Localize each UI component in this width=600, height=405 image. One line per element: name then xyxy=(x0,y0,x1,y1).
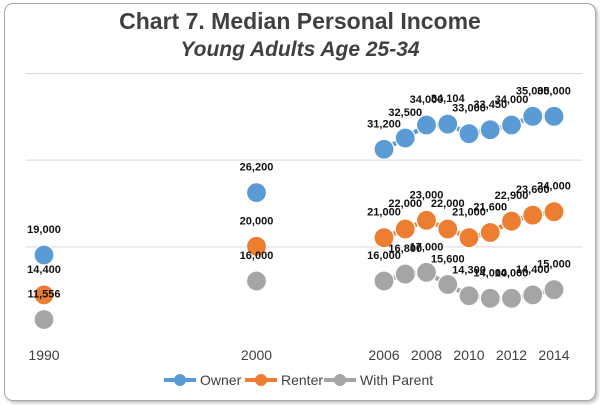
owner-data-label: 34,000 xyxy=(495,94,529,106)
owner-data-label: 33,450 xyxy=(473,99,507,111)
x-tick-label: 2010 xyxy=(453,347,484,363)
renter-point xyxy=(415,209,438,231)
x-tick-label: 2008 xyxy=(411,347,442,363)
owner-legend-marker xyxy=(174,374,186,386)
with-parent-data-label: 14,000 xyxy=(473,267,507,279)
renter-point xyxy=(373,227,395,249)
owner-point xyxy=(479,119,501,141)
owner-data-label: 33,000 xyxy=(452,103,486,115)
renter-data-label: 20,000 xyxy=(240,215,274,227)
with-parent-point xyxy=(437,273,459,296)
owner-data-label: 35,000 xyxy=(537,85,571,97)
renter-legend-label: Renter xyxy=(281,372,323,388)
chart-subtitle: Young Adults Age 25-34 xyxy=(180,38,420,61)
with-parent-data-label: 11,556 xyxy=(27,289,60,301)
renter-data-label: 21,600 xyxy=(473,201,507,213)
x-tick-label: 1990 xyxy=(28,347,59,363)
renter-data-label: 22,000 xyxy=(388,198,422,210)
x-tick-label: 2012 xyxy=(496,347,527,363)
owner-point xyxy=(458,123,480,145)
renter-data-label: 22,900 xyxy=(495,190,529,202)
with-parent-point xyxy=(543,279,565,301)
renter-data-label: 24,000 xyxy=(537,181,571,193)
with-parent-point xyxy=(458,285,480,307)
series-markers xyxy=(33,105,565,331)
renter-point xyxy=(33,284,55,306)
renter-data-label: 22,000 xyxy=(431,198,465,210)
with-parent-point xyxy=(415,261,438,283)
chart-frame xyxy=(4,3,596,401)
owner-data-label: 34,000 xyxy=(410,94,444,106)
owner-data-label: 34,104 xyxy=(431,93,466,105)
with-parent-data-label: 15,600 xyxy=(431,253,465,265)
with-parent-legend-marker xyxy=(334,374,346,386)
with-parent-data-label: 16,000 xyxy=(367,250,401,262)
owner-point xyxy=(245,182,268,204)
renter-data-label: 21,000 xyxy=(367,207,401,219)
renter-legend-marker xyxy=(255,374,267,386)
with-parent-data-label: 16,000 xyxy=(240,250,274,262)
owner-point xyxy=(522,105,544,127)
with-parent-point xyxy=(479,287,501,309)
renter-point xyxy=(543,201,565,223)
with-parent-data-label: 16,800 xyxy=(388,243,422,255)
owner-data-label: 35,000 xyxy=(516,85,550,97)
owner-point xyxy=(437,113,459,135)
owner-point xyxy=(543,105,565,127)
x-axis-ticks: 1990 2000 2006 2008 2010 2012 2014 xyxy=(28,347,569,363)
x-tick-label: 2000 xyxy=(241,347,272,363)
owner-point xyxy=(33,244,55,266)
with-parent-legend-label: With Parent xyxy=(360,372,433,388)
with-parent-data-label: 15,000 xyxy=(537,259,571,271)
owner-data-label: 19,000 xyxy=(27,224,61,236)
with-parent-point xyxy=(33,308,55,331)
renter-point xyxy=(500,210,523,232)
renter-point xyxy=(437,218,459,240)
with-parent-data-label: 17,000 xyxy=(410,241,444,253)
owner-point xyxy=(394,127,416,149)
renter-point xyxy=(479,221,501,244)
with-parent-point xyxy=(245,270,268,292)
renter-data-label: 21,000 xyxy=(452,207,486,219)
data-labels: 19,00026,20031,20032,50034,00034,10433,0… xyxy=(27,85,571,300)
owner-point xyxy=(415,114,438,136)
with-parent-point xyxy=(394,263,416,285)
gridlines xyxy=(26,73,582,248)
x-tick-label: 2006 xyxy=(368,347,399,363)
renter-point xyxy=(522,204,544,226)
with-parent-data-label: 14,400 xyxy=(516,264,550,276)
renter-data-label: 14,400 xyxy=(27,264,61,276)
owner-point xyxy=(373,138,395,160)
with-parent-data-label: 14,300 xyxy=(452,265,486,277)
chart-title: Chart 7. Median Personal Income xyxy=(119,8,481,34)
renter-point xyxy=(245,235,268,257)
owner-data-label: 31,200 xyxy=(367,118,401,130)
renter-point xyxy=(394,218,416,240)
with-parent-point xyxy=(373,270,395,292)
owner-data-label: 32,500 xyxy=(388,107,422,119)
with-parent-data-label: 14,000 xyxy=(495,267,529,279)
x-tick-label: 2014 xyxy=(538,347,569,363)
owner-point xyxy=(500,114,523,136)
renter-data-label: 23,000 xyxy=(410,189,444,201)
with-parent-point xyxy=(522,284,544,306)
renter-point xyxy=(458,227,480,249)
renter-data-label: 23,600 xyxy=(516,184,550,196)
with-parent-point xyxy=(500,287,523,309)
legend: Owner Renter With Parent xyxy=(164,372,433,388)
owner-legend-label: Owner xyxy=(200,372,242,388)
owner-data-label: 26,200 xyxy=(240,162,274,174)
